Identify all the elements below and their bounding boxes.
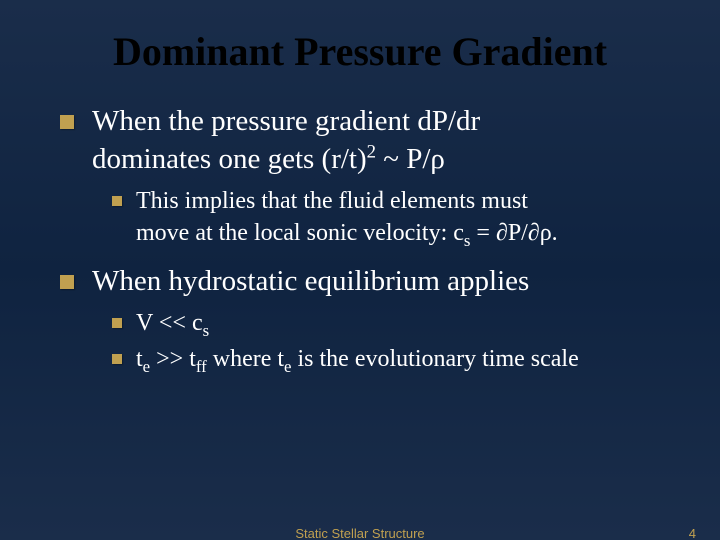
square-bullet-icon [60, 275, 74, 289]
square-bullet-icon [112, 354, 122, 364]
bullet-text: When the pressure gradient dP/dr dominat… [92, 103, 480, 178]
square-bullet-icon [112, 196, 122, 206]
text-line: V << c [136, 310, 203, 336]
bullet-level1: When hydrostatic equilibrium applies [60, 263, 680, 301]
subscript: s [203, 321, 210, 340]
text-line: ~ P/ρ [376, 143, 445, 175]
bullet-level2: This implies that the fluid elements mus… [112, 186, 680, 248]
bullet-level1: When the pressure gradient dP/dr dominat… [60, 103, 680, 178]
text-line: When the pressure gradient dP/dr [92, 105, 480, 137]
text-line: is the evolutionary time scale [292, 346, 579, 372]
bullet-level2: te >> tff where te is the evolutionary t… [112, 344, 680, 375]
slide-title: Dominant Pressure Gradient [40, 28, 680, 75]
text-line: move at the local sonic velocity: c [136, 220, 464, 246]
text-line: where t [207, 346, 284, 372]
subscript: e [284, 356, 291, 375]
bullet-text: V << cs [136, 308, 209, 339]
bullet-level2: V << cs [112, 308, 680, 339]
superscript: 2 [367, 141, 376, 162]
subscript: ff [196, 356, 207, 375]
bullet-text: This implies that the fluid elements mus… [136, 186, 558, 248]
bullet-text: When hydrostatic equilibrium applies [92, 263, 529, 301]
square-bullet-icon [60, 115, 74, 129]
square-bullet-icon [112, 318, 122, 328]
text-line: dominates one gets (r/t) [92, 143, 367, 175]
sub-bullet-group: V << cs te >> tff where te is the evolut… [60, 308, 680, 374]
text-line: t [136, 346, 143, 372]
text-line: >> t [150, 346, 196, 372]
bullet-text: te >> tff where te is the evolutionary t… [136, 344, 579, 375]
text-line: This implies that the fluid elements mus… [136, 188, 528, 214]
text-line: = ∂P/∂ρ. [470, 220, 557, 246]
slide-content: When the pressure gradient dP/dr dominat… [40, 103, 680, 375]
page-number: 4 [689, 526, 696, 540]
sub-bullet-group: This implies that the fluid elements mus… [60, 186, 680, 248]
subscript: e [143, 356, 150, 375]
footer-title: Static Stellar Structure [295, 526, 424, 540]
slide: Dominant Pressure Gradient When the pres… [0, 0, 720, 540]
